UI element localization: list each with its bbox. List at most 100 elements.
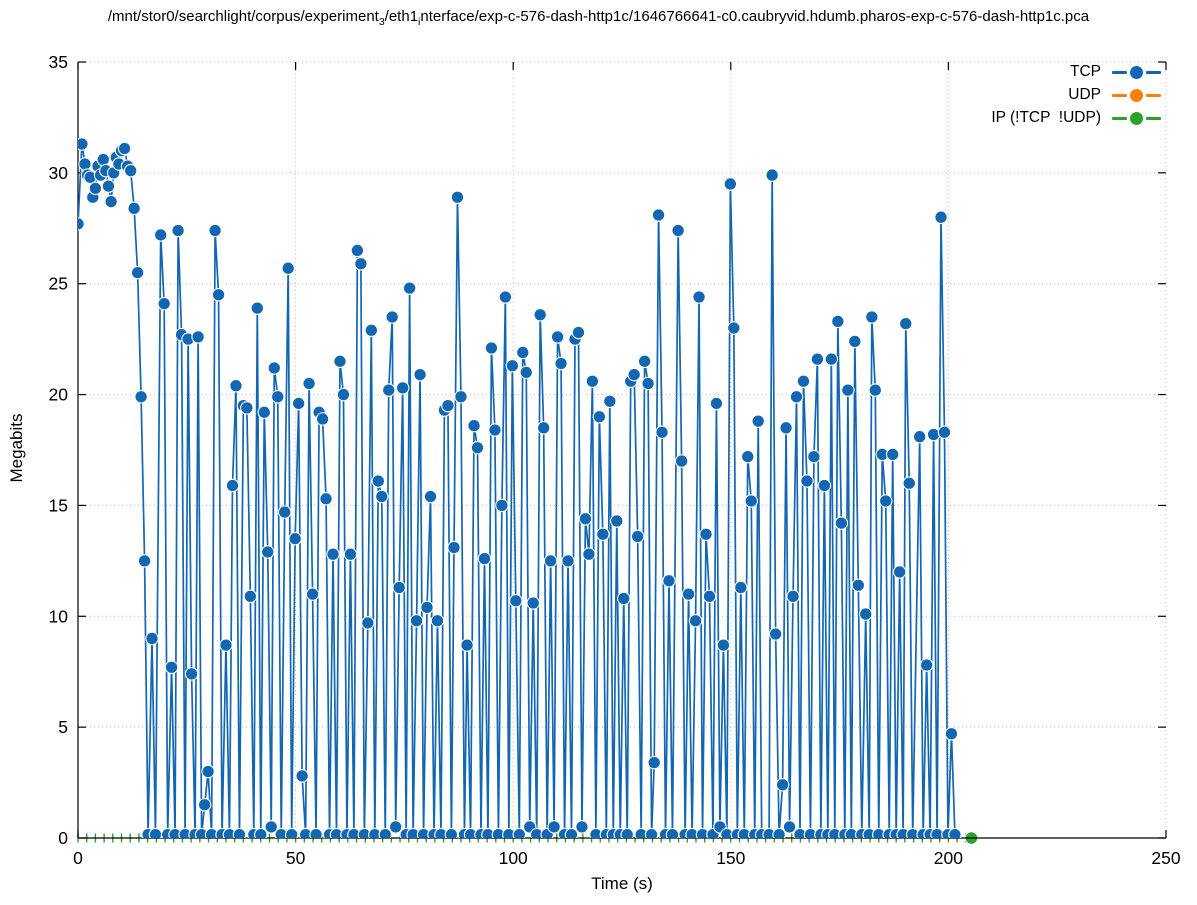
legend-point-icon [1130, 111, 1143, 125]
tcp-point [671, 223, 685, 238]
tcp-point [127, 201, 141, 216]
tcp-point [319, 492, 333, 506]
y-tick-label: 30 [49, 163, 69, 183]
tcp-point [333, 354, 347, 369]
legend-label-udp: UDP [1068, 86, 1101, 103]
tcp-point [592, 409, 607, 424]
tcp-point [800, 474, 814, 488]
tcp-point [402, 281, 417, 295]
tcp-point [134, 390, 148, 404]
y-tick-label: 0 [58, 828, 68, 848]
y-tick-label: 25 [49, 274, 68, 294]
tcp-point [444, 827, 459, 838]
tcp-point [727, 321, 741, 335]
tcp-point [841, 383, 855, 397]
y-axis-label: Megabits [7, 413, 26, 483]
tcp-point [250, 301, 265, 315]
tcp-point [284, 827, 299, 838]
tcp-point [88, 181, 103, 196]
tcp-point [371, 474, 386, 488]
tcp-point [260, 545, 275, 559]
legend-line-icon [1112, 93, 1127, 97]
tcp-point [561, 554, 575, 568]
tcp-point [430, 613, 445, 628]
tcp-point [688, 613, 703, 628]
tcp-point [533, 308, 547, 322]
tcp-point [779, 421, 793, 435]
tcp-point [944, 727, 959, 741]
tcp-point [257, 405, 272, 420]
tcp-point [164, 660, 179, 675]
tcp-point [450, 190, 465, 204]
y-tick-label: 15 [49, 495, 68, 515]
tcp-point [295, 769, 309, 783]
tcp-point [885, 447, 900, 462]
tcp-point [484, 341, 499, 355]
tcp-point [413, 367, 427, 382]
tcp-point [467, 418, 481, 433]
x-tick-label: 200 [934, 848, 963, 868]
tcp-point [243, 589, 258, 604]
tcp-point [796, 374, 811, 389]
tcp-point [878, 494, 893, 508]
tcp-point [824, 352, 839, 366]
tcp-point [851, 578, 866, 592]
x-tick-label: 50 [286, 848, 306, 868]
tcp-point [509, 594, 523, 608]
tcp-point [817, 478, 832, 493]
tcp-point [919, 658, 934, 672]
y-tick-label: 10 [49, 606, 69, 626]
tcp-point [512, 827, 527, 838]
tcp-point [741, 449, 755, 464]
legend-swatch-udp [1112, 88, 1161, 102]
tcp-point [409, 613, 424, 628]
tcp-point [744, 494, 759, 508]
tcp-point [926, 427, 941, 442]
tcp-point [291, 396, 306, 411]
tcp-point [225, 478, 240, 493]
tcp-point [420, 600, 434, 615]
tcp-point [130, 265, 145, 280]
tcp-point [354, 257, 368, 271]
tcp-point [191, 330, 205, 344]
tcp-point [240, 401, 254, 415]
tcp-point [326, 547, 340, 561]
tcp-point [208, 223, 222, 238]
tcp-point [620, 827, 634, 838]
tcp-point [564, 827, 579, 838]
legend-line-icon [1146, 93, 1161, 97]
legend-line-icon [1112, 116, 1127, 120]
tcp-point [807, 449, 821, 464]
tcp-point [647, 755, 661, 770]
tcp-point [137, 554, 152, 568]
tcp-point [153, 228, 168, 242]
tcp-point [834, 516, 849, 530]
tcp-point [848, 334, 862, 349]
tcp-point [184, 667, 199, 681]
tcp-point [148, 827, 163, 838]
legend-line-icon [1146, 70, 1161, 74]
tcp-point [765, 168, 779, 182]
tcp-point [219, 638, 233, 652]
tcp-point [596, 527, 610, 542]
tcp-point [709, 396, 724, 411]
tcp-point [441, 398, 455, 413]
chart-title-subscript-i: i [418, 16, 421, 28]
legend-line-icon [1112, 70, 1127, 74]
tcp-point [699, 527, 713, 542]
tcp-point [454, 390, 468, 404]
legend: TCP UDP IP (!TCP !UDP) [991, 61, 1161, 129]
tcp-point [575, 820, 589, 834]
x-tick-label: 150 [716, 848, 745, 868]
tcp-point [495, 498, 509, 513]
tcp-point [948, 827, 962, 838]
tcp-point [378, 827, 392, 838]
tcp-point [627, 367, 641, 382]
tcp-point [937, 425, 952, 440]
tcp-point [267, 361, 282, 375]
tcp-point [423, 489, 438, 504]
tcp-point [912, 429, 927, 444]
tcp-point [934, 210, 948, 224]
